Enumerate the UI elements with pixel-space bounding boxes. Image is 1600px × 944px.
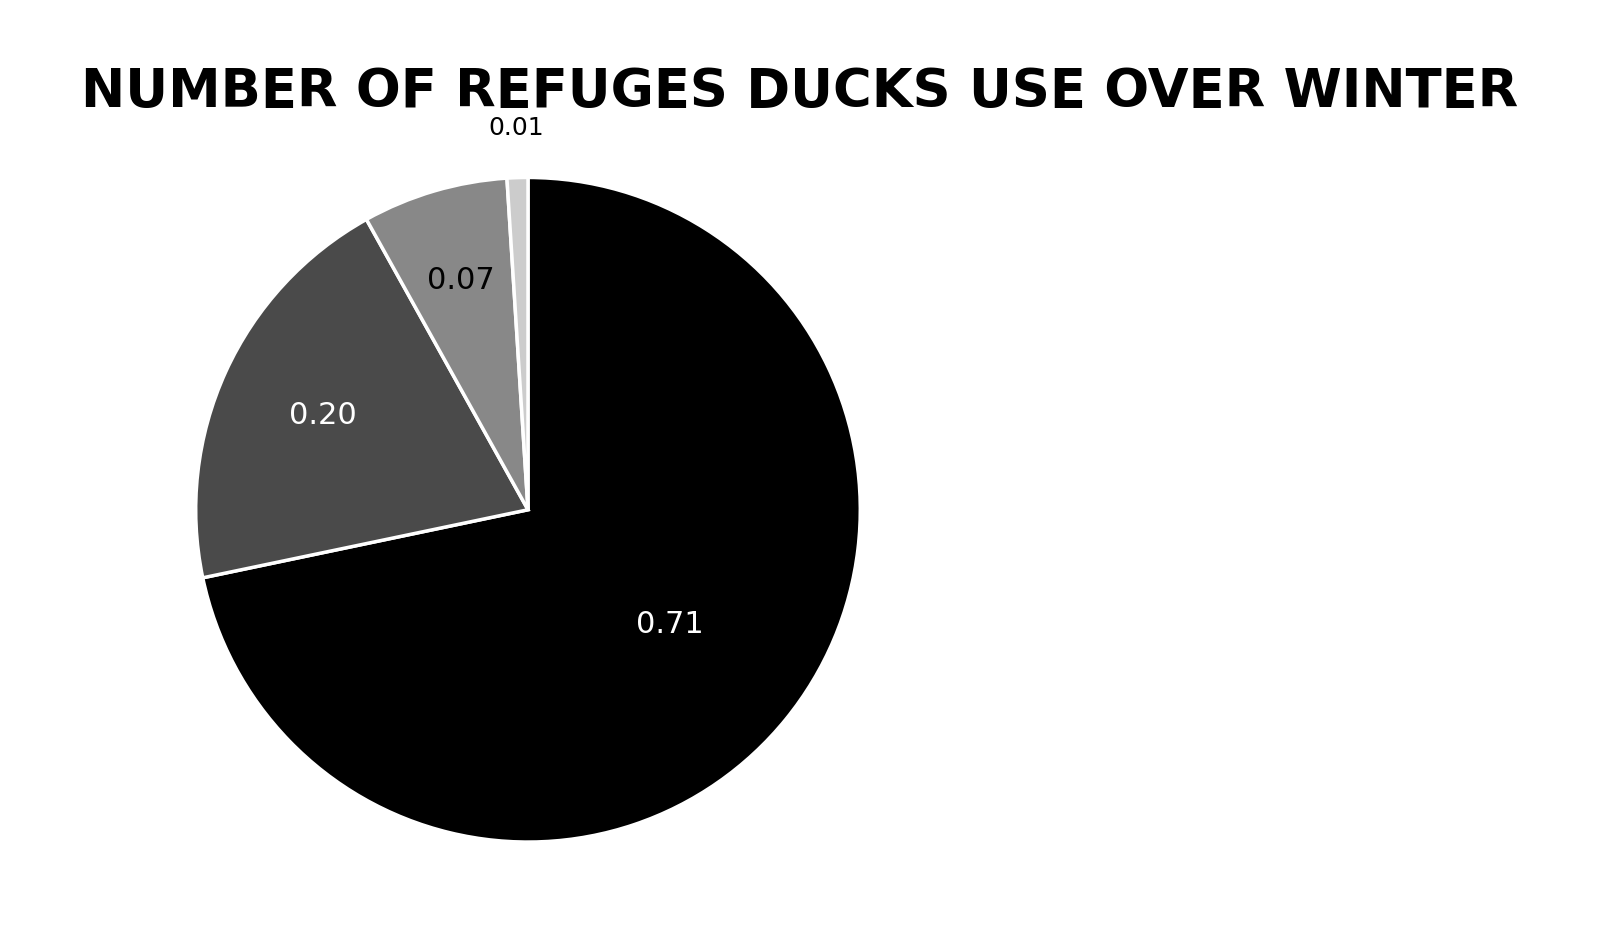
Wedge shape [507, 177, 528, 510]
Text: 0.71: 0.71 [635, 611, 704, 639]
Text: 0.01: 0.01 [488, 116, 544, 140]
Text: 0.07: 0.07 [427, 265, 494, 295]
Text: NUMBER OF REFUGES DUCKS USE OVER WINTER: NUMBER OF REFUGES DUCKS USE OVER WINTER [82, 66, 1518, 118]
Wedge shape [203, 177, 861, 842]
Text: 0.20: 0.20 [288, 401, 357, 430]
Wedge shape [366, 178, 528, 510]
Legend: 1, 3, 2, 4: 1, 3, 2, 4 [1104, 386, 1392, 577]
Wedge shape [195, 219, 528, 578]
